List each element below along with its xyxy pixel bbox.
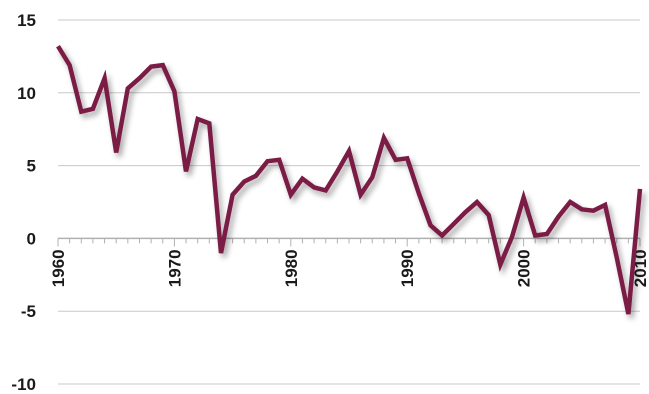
x-tick-label: 1970: [165, 249, 184, 287]
y-tick-label: -5: [21, 302, 36, 321]
y-tick-label: 10: [17, 84, 36, 103]
x-tick-labels: 1960 1970 1980 1990 2000 2010: [49, 249, 649, 287]
x-tick-label: 1980: [282, 249, 301, 287]
y-tick-label: 5: [27, 157, 36, 176]
y-axis: 15 10 5 0 -5 -10: [11, 11, 36, 394]
x-tick-label: 2000: [515, 249, 534, 287]
x-axis: [57, 237, 641, 247]
x-tick-label: 1960: [49, 249, 68, 287]
series-line: [56, 45, 643, 315]
gridlines: [58, 19, 640, 385]
y-tick-label: -10: [11, 375, 36, 394]
series-group: [56, 45, 643, 315]
y-tick-label: 0: [27, 229, 36, 248]
x-tick-label: 1990: [398, 249, 417, 287]
y-tick-label: 15: [17, 11, 36, 30]
